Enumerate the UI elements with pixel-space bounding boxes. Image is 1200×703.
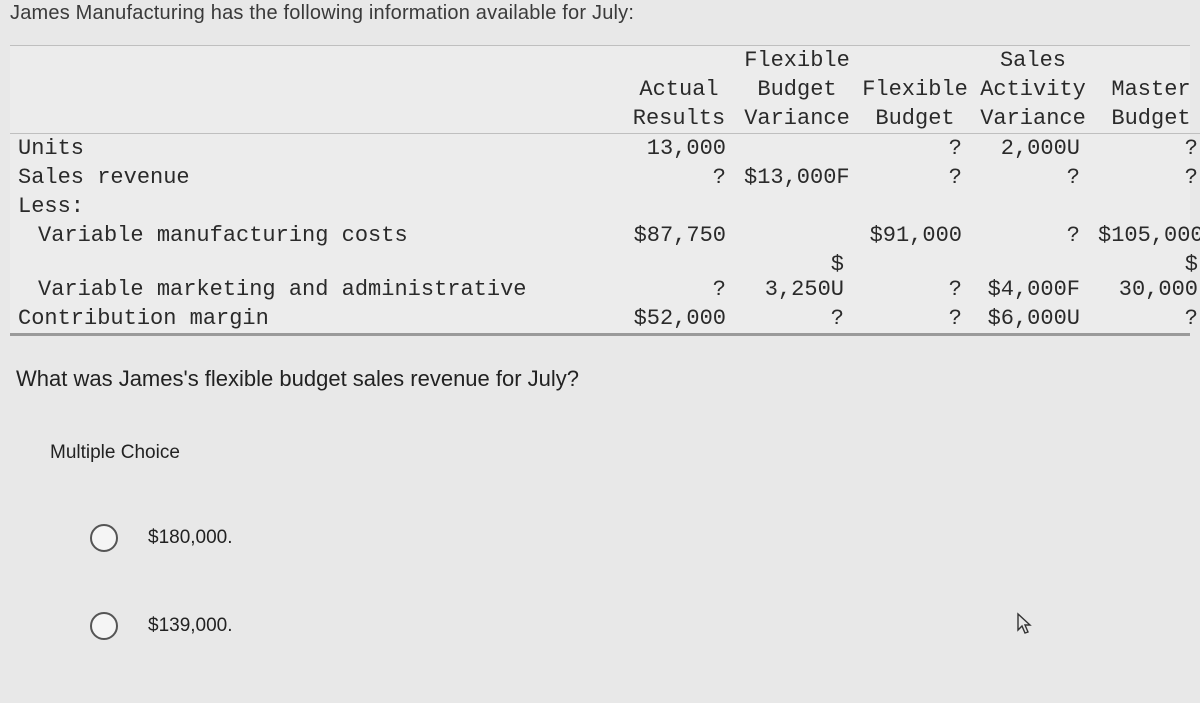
hdr-c4-l3: Variance: [974, 104, 1092, 134]
hdr-c1-l2: Actual: [620, 75, 738, 104]
row-label: Contribution margin: [10, 304, 620, 333]
hdr-c5-l1: [1092, 46, 1200, 75]
cell: ?: [974, 221, 1092, 250]
table-row: Variable marketing and administrative?$ …: [10, 250, 1200, 304]
cell: $52,000: [620, 304, 738, 333]
row-label: Variable marketing and administrative: [10, 250, 620, 304]
cell: ?: [738, 304, 856, 333]
header-row-2: Actual Budget Flexible Activity Master: [10, 75, 1200, 104]
hdr-c3-l3: Budget: [856, 104, 974, 134]
table-row: Contribution margin$52,000??$6,000U?: [10, 304, 1200, 333]
cell: ?: [1092, 134, 1200, 164]
row-label: Units: [10, 134, 620, 164]
table-row: Less:: [10, 192, 1200, 221]
cell: [738, 134, 856, 164]
radio-icon[interactable]: [90, 612, 118, 640]
table-row: Variable manufacturing costs$87,750 $91,0…: [10, 221, 1200, 250]
hdr-c2-l2: Budget: [738, 75, 856, 104]
cell: [856, 192, 974, 221]
hdr-c3-l2: Flexible: [856, 75, 974, 104]
budget-table: Flexible Sales Actual Budget Flexible Ac…: [10, 45, 1190, 336]
cell: $6,000U: [974, 304, 1092, 333]
table-row: Sales revenue?$13,000F???: [10, 163, 1200, 192]
cell: $13,000F: [738, 163, 856, 192]
hdr-c4-l2: Activity: [974, 75, 1092, 104]
intro-text: James Manufacturing has the following in…: [10, 0, 1190, 45]
header-row-3: Results Variance Budget Variance Budget: [10, 104, 1200, 134]
hdr-c1-l3: Results: [620, 104, 738, 134]
cell: $ 30,000: [1092, 250, 1200, 304]
option-text: $180,000.: [148, 527, 233, 549]
header-row-1: Flexible Sales: [10, 46, 1200, 75]
hdr-c1-l1: [620, 46, 738, 75]
row-label: Sales revenue: [10, 163, 620, 192]
hdr-c4-l1: Sales: [974, 46, 1092, 75]
cell: [1092, 192, 1200, 221]
row-label: Less:: [10, 192, 620, 221]
hdr-c3-l1: [856, 46, 974, 75]
cell: [974, 192, 1092, 221]
question-text: What was James's flexible budget sales r…: [16, 366, 1190, 392]
multiple-choice-label: Multiple Choice: [50, 442, 1190, 464]
cell: $91,000: [856, 221, 974, 250]
cell: ?: [974, 163, 1092, 192]
cell: 13,000: [620, 134, 738, 164]
cell: ?: [1092, 163, 1200, 192]
row-label: Variable manufacturing costs: [10, 221, 620, 250]
cell: ?: [856, 163, 974, 192]
cell: [620, 192, 738, 221]
table-row: Units13,000?2,000U?: [10, 134, 1200, 164]
cursor-icon: [1012, 612, 1034, 644]
option-text: $139,000.: [148, 615, 233, 637]
cell: $87,750: [620, 221, 738, 250]
mc-option[interactable]: $180,000.: [90, 524, 1190, 552]
cell: $4,000F: [974, 250, 1092, 304]
radio-icon[interactable]: [90, 524, 118, 552]
cell: $ 3,250U: [738, 250, 856, 304]
cell: $105,000: [1092, 221, 1200, 250]
cell: [738, 221, 856, 250]
cell: ?: [620, 250, 738, 304]
hdr-c2-l3: Variance: [738, 104, 856, 134]
cell: ?: [856, 134, 974, 164]
cell: ?: [856, 250, 974, 304]
cell: 2,000U: [974, 134, 1092, 164]
cell: ?: [856, 304, 974, 333]
hdr-c2-l1: Flexible: [738, 46, 856, 75]
hdr-c5-l2: Master: [1092, 75, 1200, 104]
cell: ?: [1092, 304, 1200, 333]
cell: [738, 192, 856, 221]
cell: ?: [620, 163, 738, 192]
hdr-c5-l3: Budget: [1092, 104, 1200, 134]
